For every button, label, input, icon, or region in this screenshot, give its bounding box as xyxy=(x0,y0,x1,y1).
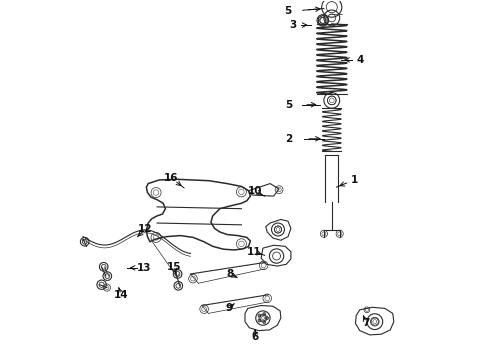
Text: 8: 8 xyxy=(226,269,234,279)
Text: 1: 1 xyxy=(350,175,358,185)
Text: 11: 11 xyxy=(246,247,261,257)
Text: 14: 14 xyxy=(114,290,128,300)
Text: 16: 16 xyxy=(164,173,179,183)
Text: 10: 10 xyxy=(247,186,262,196)
Text: 9: 9 xyxy=(225,303,232,314)
Text: 13: 13 xyxy=(137,263,151,273)
Text: 6: 6 xyxy=(251,332,259,342)
Text: 12: 12 xyxy=(138,225,152,234)
Text: 5: 5 xyxy=(284,6,291,17)
Text: 3: 3 xyxy=(290,20,297,30)
Text: 7: 7 xyxy=(363,318,370,328)
Text: 15: 15 xyxy=(167,262,181,272)
Text: 5: 5 xyxy=(285,100,293,110)
Text: 2: 2 xyxy=(285,134,293,144)
Text: 4: 4 xyxy=(357,55,364,65)
